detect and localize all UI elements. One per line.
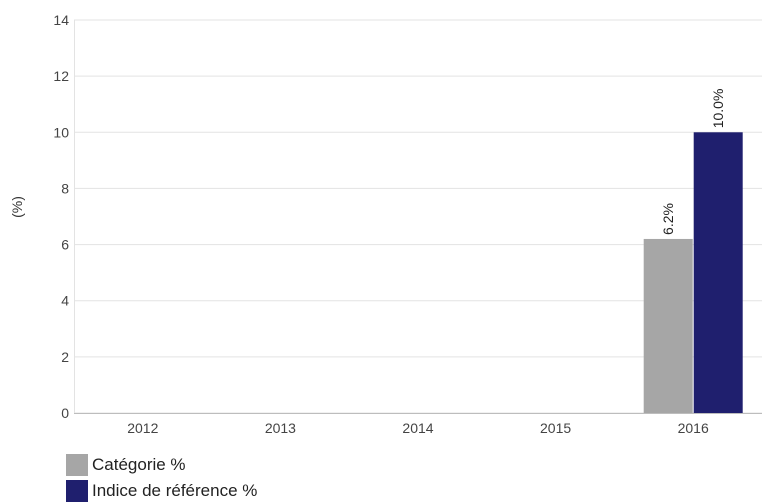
bar: [693, 132, 743, 414]
y-tick-label: 8: [61, 180, 69, 196]
x-tick-label: 2012: [127, 420, 158, 436]
x-tick-label: 2015: [540, 420, 571, 436]
legend-swatch-category: [66, 454, 88, 476]
y-tick-label: 0: [61, 405, 69, 421]
x-axis-ticks: 2012 2013 2014 2015 2016: [127, 420, 709, 436]
bar: [643, 238, 693, 413]
y-tick-label: 12: [53, 68, 69, 84]
data-labels: 6.2% 10.0%: [660, 89, 726, 235]
y-tick-label: 14: [53, 12, 69, 28]
x-tick-label: 2016: [678, 420, 709, 436]
y-tick-label: 4: [61, 293, 69, 309]
data-label: 10.0%: [710, 89, 726, 129]
legend-label-category: Catégorie %: [92, 455, 186, 474]
gridlines: [74, 19, 762, 414]
data-label: 6.2%: [660, 203, 676, 235]
legend-item-category: Catégorie %: [66, 452, 257, 478]
legend-swatch-benchmark: [66, 480, 88, 502]
y-tick-label: 2: [61, 349, 69, 365]
bar-chart: 0 2 4 6 8 10 12 14 2012 2013 2014 2015 2016 6.2% 10.…: [9, 12, 762, 436]
legend: Catégorie % Indice de référence %: [66, 452, 257, 504]
x-tick-label: 2014: [402, 420, 433, 436]
y-tick-label: 10: [53, 124, 69, 140]
legend-item-benchmark: Indice de référence %: [66, 478, 257, 504]
legend-label-benchmark: Indice de référence %: [92, 481, 258, 500]
bars: [643, 132, 743, 414]
y-axis-ticks: 0 2 4 6 8 10 12 14: [53, 12, 69, 421]
x-tick-label: 2013: [265, 420, 296, 436]
y-axis-label: (%): [9, 196, 25, 218]
y-tick-label: 6: [61, 237, 69, 253]
